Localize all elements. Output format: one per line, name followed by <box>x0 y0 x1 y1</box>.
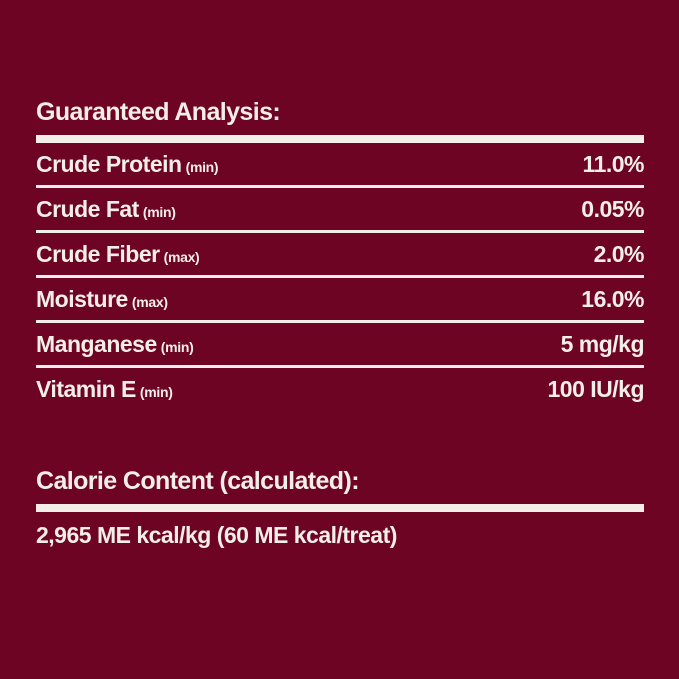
nutrient-qualifier: (max) <box>163 248 200 265</box>
nutrient-value: 16.0% <box>581 285 644 312</box>
nutrient-name: Crude Fiber <box>36 240 160 267</box>
calorie-content-title: Calorie Content (calculated): <box>36 467 360 495</box>
nutrient-value: 5 mg/kg <box>560 330 645 357</box>
nutrient-label: Crude Protein (min) <box>36 150 219 178</box>
guaranteed-analysis-title-rule <box>36 135 644 143</box>
nutrient-value: 0.05% <box>581 195 644 222</box>
nutrient-label: Crude Fat (min) <box>36 196 176 223</box>
analysis-row-crude-protein: Crude Protein (min) 11.0% <box>36 143 645 188</box>
nutrient-value: 11.0% <box>582 150 645 177</box>
nutrient-label: Moisture (max) <box>36 286 168 313</box>
nutrient-label: Crude Fiber (max) <box>36 240 200 268</box>
nutrient-name: Crude Protein <box>36 150 182 177</box>
nutrient-qualifier: (min) <box>142 203 176 220</box>
nutrient-name: Moisture <box>36 285 128 312</box>
analysis-row-crude-fiber: Crude Fiber (max) 2.0% <box>36 233 645 278</box>
nutrient-qualifier: (min) <box>185 158 219 175</box>
nutrient-name: Vitamin E <box>36 375 136 402</box>
nutrient-value: 100 IU/kg <box>547 375 645 402</box>
analysis-row-vitamin-e: Vitamin E (min) 100 IU/kg <box>36 368 644 410</box>
nutrient-value: 2.0% <box>593 240 645 267</box>
analysis-row-moisture: Moisture (max) 16.0% <box>36 278 644 323</box>
nutrient-label: Manganese (min) <box>36 330 194 358</box>
calorie-content-title-rule <box>36 504 644 512</box>
nutrient-name: Crude Fat <box>36 195 139 222</box>
analysis-row-crude-fat: Crude Fat (min) 0.05% <box>36 188 644 233</box>
nutrient-name: Manganese <box>36 330 157 357</box>
nutrient-qualifier: (min) <box>160 338 194 355</box>
analysis-row-manganese: Manganese (min) 5 mg/kg <box>36 323 645 368</box>
calorie-content-section: Calorie Content (calculated): 2,965 ME k… <box>36 466 644 550</box>
guaranteed-analysis-table: Crude Protein (min) 11.0% Crude Fat (min) … <box>36 143 645 410</box>
nutrient-label: Vitamin E (min) <box>36 376 173 403</box>
calorie-content-value: 2,965 ME kcal/kg (60 ME kcal/treat) <box>36 522 397 548</box>
guaranteed-analysis-title: Guaranteed Analysis: <box>36 98 281 126</box>
nutrient-qualifier: (min) <box>139 383 173 400</box>
nutrient-qualifier: (max) <box>131 293 168 310</box>
guaranteed-analysis-section: Guaranteed Analysis: Crude Protein (min) … <box>36 97 645 410</box>
